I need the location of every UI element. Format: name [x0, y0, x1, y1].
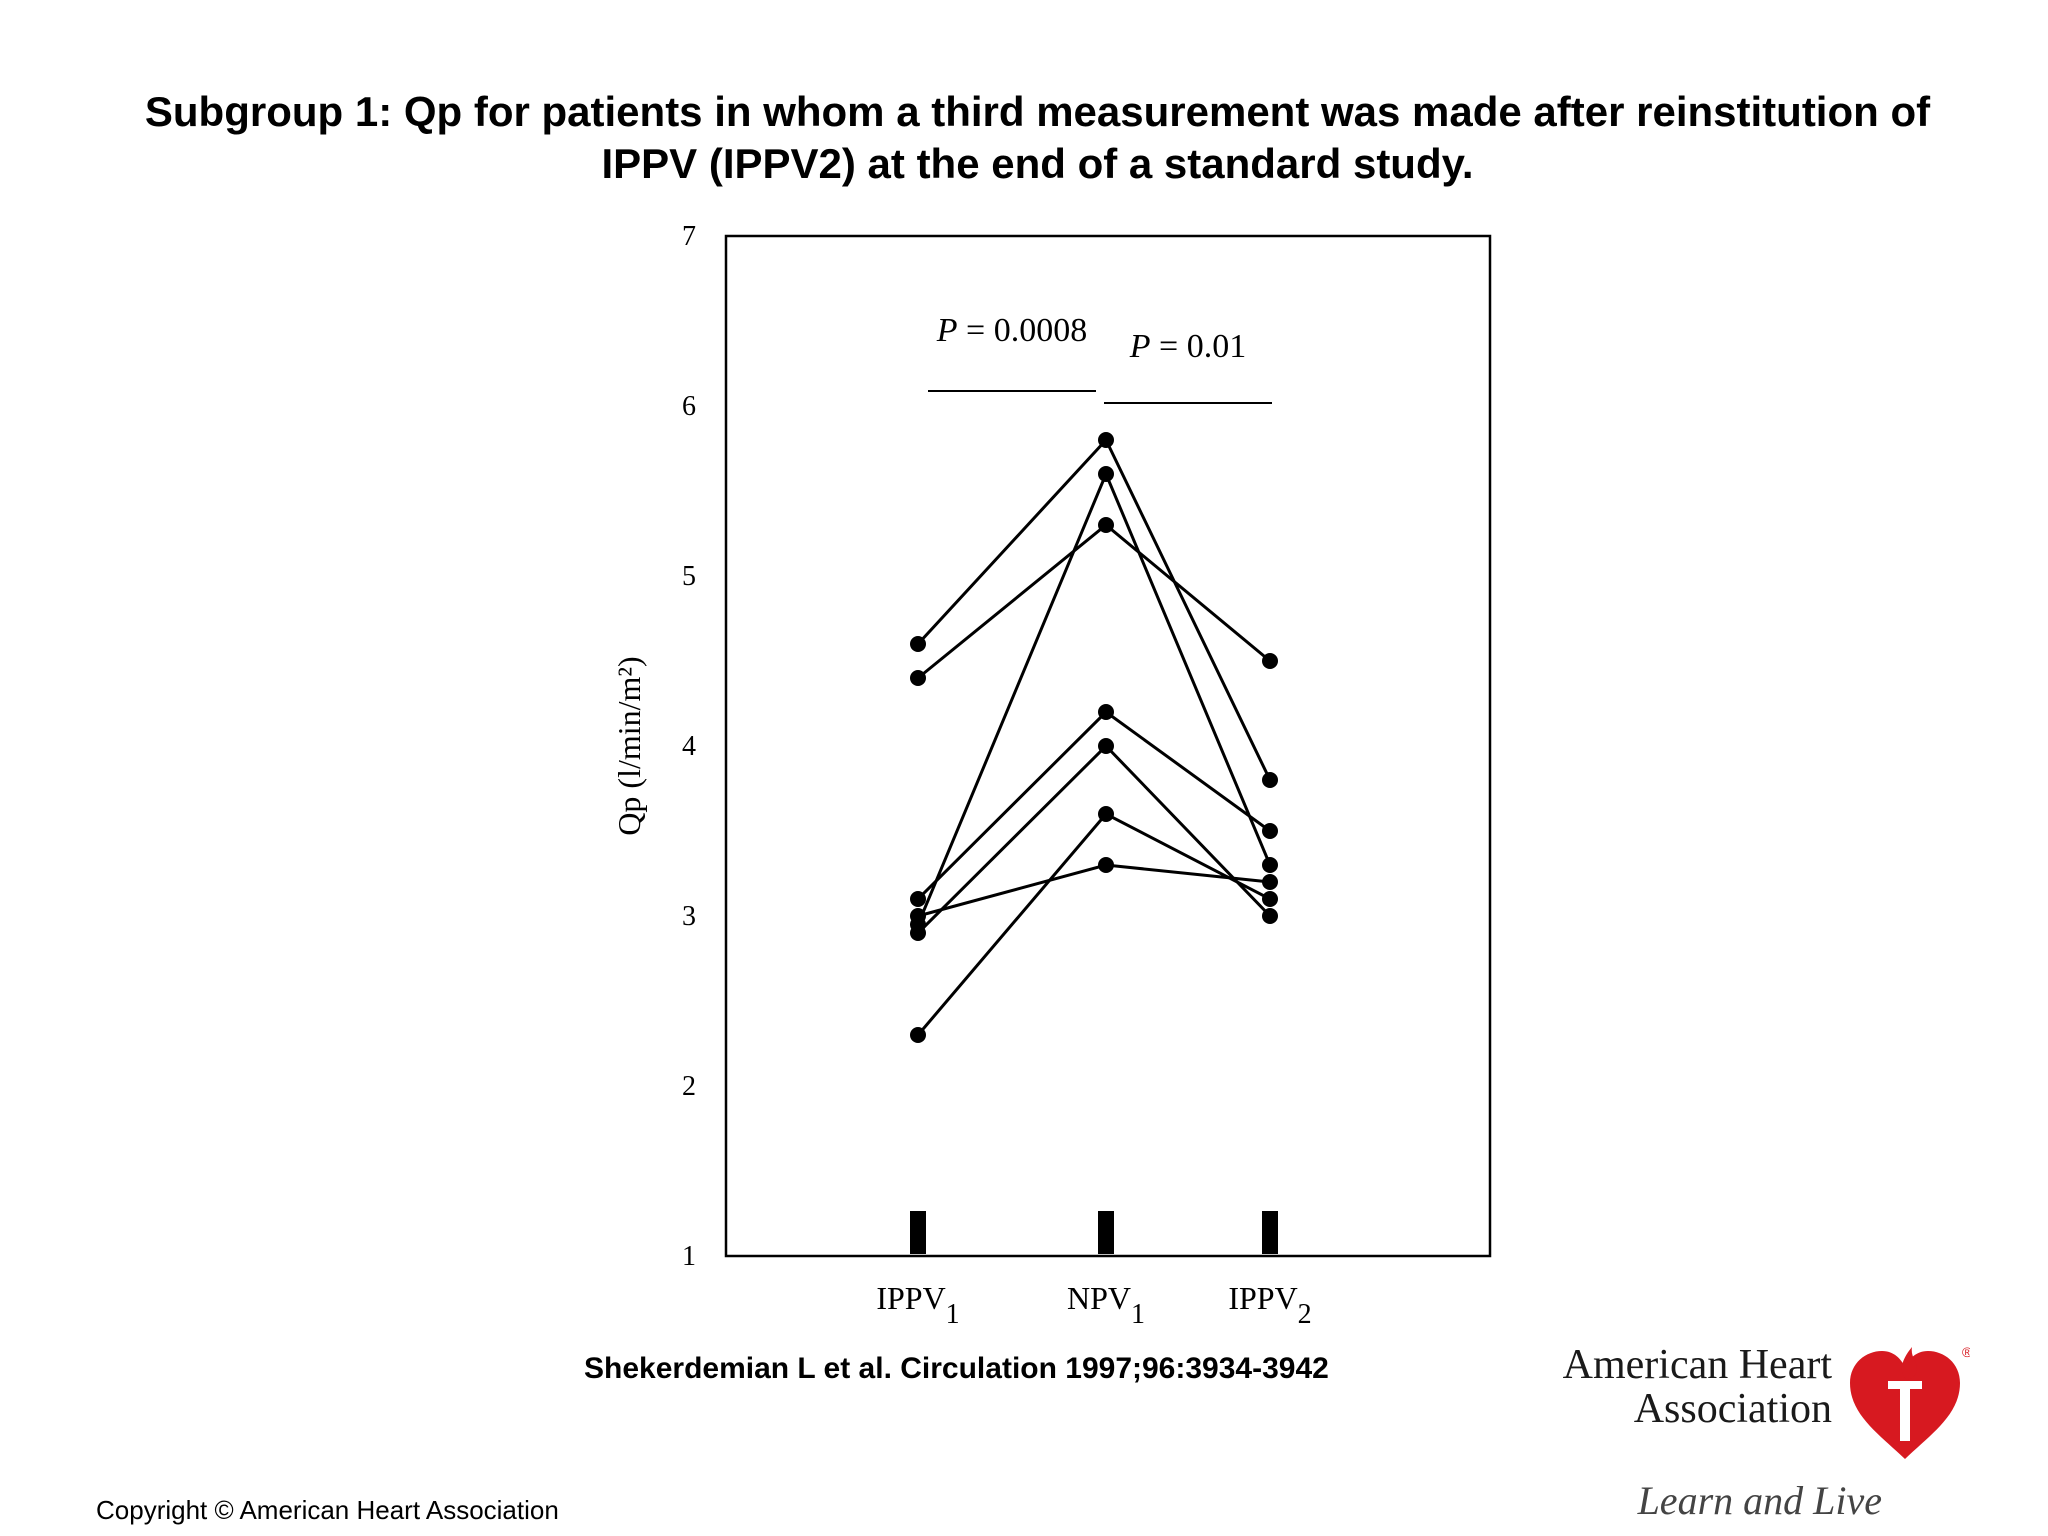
p-value-annotation: P = 0.0008 — [936, 312, 1087, 349]
data-point — [1262, 653, 1278, 669]
data-point — [1262, 908, 1278, 924]
data-point — [1262, 857, 1278, 873]
x-tick-marker — [910, 1211, 926, 1254]
aha-tagline: Learn and Live — [1637, 1478, 1882, 1523]
series-line — [916, 743, 1272, 935]
data-point — [1262, 891, 1278, 907]
data-point — [1262, 772, 1278, 788]
data-point — [1098, 517, 1114, 533]
x-tick-label: NPV1 — [1067, 1280, 1145, 1330]
data-point — [910, 1027, 926, 1043]
copyright-notice: Copyright © American Heart Association — [96, 1495, 559, 1525]
data-point — [1262, 823, 1278, 839]
aha-name: American Heart Association — [1563, 1343, 1832, 1431]
series-line — [916, 470, 1272, 926]
x-tick-label: IPPV1 — [876, 1280, 959, 1330]
data-point — [910, 908, 926, 924]
data-point — [1098, 432, 1114, 448]
data-point — [1098, 704, 1114, 720]
data-point — [910, 670, 926, 686]
heart-torch-icon: ® — [1850, 1344, 1970, 1459]
series-line — [916, 437, 1272, 781]
aha-logo: American Heart Association Learn and Liv… — [1540, 1335, 1970, 1525]
slide-title: Subgroup 1: Qp for patients in whom a th… — [80, 86, 1995, 190]
y-tick-label: 7 — [682, 221, 696, 252]
data-point — [1098, 466, 1114, 482]
citation: Shekerdemian L et al. Circulation 1997;9… — [584, 1352, 1329, 1385]
y-tick-label: 6 — [682, 391, 696, 422]
x-tick-marker — [1262, 1211, 1278, 1254]
aha-name-line-2: Association — [1633, 1386, 1832, 1432]
series-line — [917, 523, 1271, 680]
slide-title-line-2: IPPV (IPPV2) at the end of a standard st… — [601, 140, 1474, 187]
y-axis-label: Qp (l/min/m²) — [611, 656, 647, 835]
data-point — [910, 925, 926, 941]
y-tick-label: 1 — [682, 1241, 696, 1272]
aha-name-line-1: American Heart — [1562, 1342, 1832, 1388]
plot-frame — [724, 234, 1492, 1258]
data-point — [910, 636, 926, 652]
y-tick-label: 3 — [682, 901, 696, 932]
x-tick-marker — [1098, 1211, 1114, 1254]
y-tick-label: 5 — [682, 561, 696, 592]
x-tick-label: IPPV2 — [1228, 1280, 1311, 1330]
qp-line-chart: 1 2 3 4 5 6 7 Qp (l/min/m²) IPPV1 NPV1 IPPV2 P = 0.… — [611, 221, 1492, 1330]
data-point — [1098, 806, 1114, 822]
p-value-annotation: P = 0.01 — [1129, 328, 1246, 365]
data-point — [910, 891, 926, 907]
data-point — [1098, 738, 1114, 754]
y-tick-label: 4 — [682, 731, 696, 762]
registered-mark: ® — [1962, 1344, 1970, 1360]
data-point — [1262, 874, 1278, 890]
y-tick-label: 2 — [682, 1071, 696, 1102]
slide-title-line-1: Subgroup 1: Qp for patients in whom a th… — [144, 88, 1931, 135]
data-point — [1098, 857, 1114, 873]
